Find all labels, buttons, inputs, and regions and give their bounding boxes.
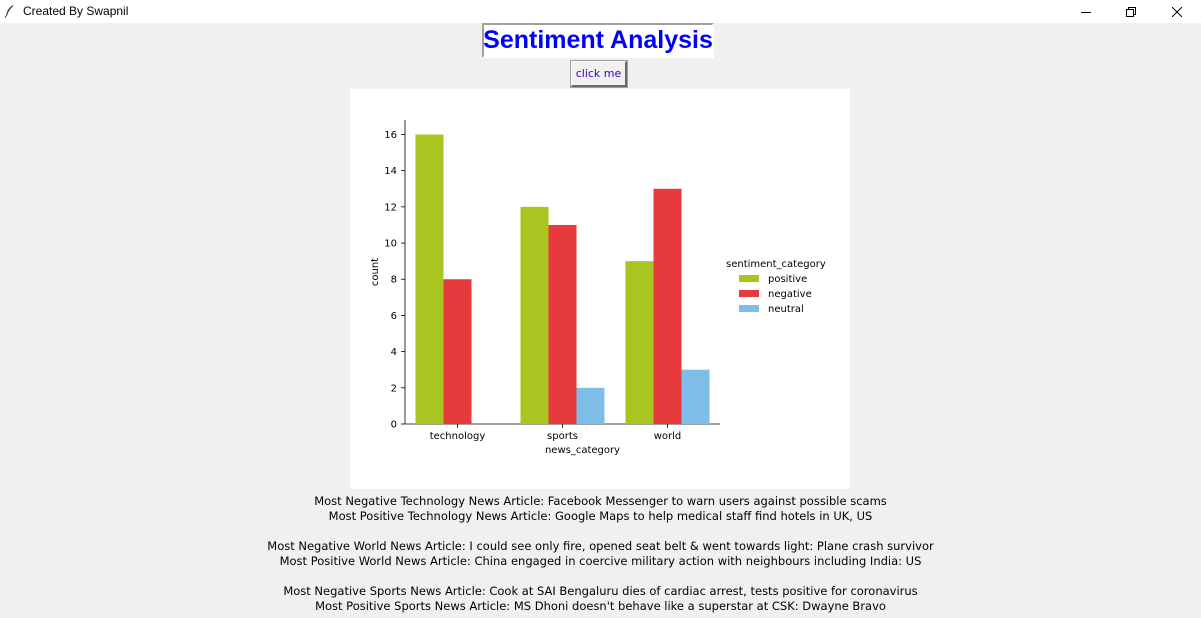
y-tick-label: 2 [391, 383, 397, 394]
x-tick-label-sports: sports [547, 431, 578, 442]
legend-label-positive: positive [768, 274, 807, 285]
summary-line-sports-positive: Most Positive Sports News Article: MS Dh… [315, 599, 886, 613]
y-axis-label: count [370, 258, 381, 286]
legend-title: sentiment_category [726, 259, 826, 270]
summary-text: Most Negative Technology News Article: F… [0, 494, 1201, 614]
legend-label-negative: negative [768, 289, 812, 300]
legend-swatch-neutral [739, 305, 759, 312]
bar-sports-positive [520, 206, 549, 424]
legend: sentiment_category positive negative neutr… [726, 259, 826, 315]
summary-line-tech-negative: Most Negative Technology News Article: F… [314, 494, 887, 508]
minimize-button[interactable] [1063, 0, 1109, 23]
plot-area: 0 2 4 6 8 10 12 14 16 technology sports world [384, 120, 720, 442]
feather-icon [4, 5, 14, 18]
y-tick-label: 0 [391, 420, 397, 431]
click-me-button[interactable]: click me [570, 60, 628, 88]
y-tick-label: 8 [391, 275, 397, 286]
heading-box: Sentiment Analysis [482, 23, 714, 58]
minimize-icon [1081, 11, 1091, 13]
y-tick-label: 10 [384, 239, 397, 250]
window-title: Created By Swapnil [23, 4, 129, 18]
page-title: Sentiment Analysis [483, 26, 713, 54]
restore-icon [1126, 6, 1136, 17]
summary-line-sports-negative: Most Negative Sports News Article: Cook … [283, 584, 918, 598]
summary-line-world-positive: Most Positive World News Article: China … [279, 554, 922, 568]
summary-line-world-negative: Most Negative World News Article: I coul… [267, 539, 934, 553]
close-button[interactable] [1154, 0, 1200, 23]
bar-sports-negative [548, 224, 577, 424]
restore-button[interactable] [1108, 0, 1154, 23]
y-tick-label: 12 [384, 202, 397, 213]
y-tick-label: 16 [384, 130, 397, 141]
legend-swatch-negative [739, 290, 759, 297]
bar-world-neutral [681, 369, 710, 424]
bar-technology-positive [415, 134, 444, 424]
legend-label-neutral: neutral [768, 304, 804, 315]
y-tick-label: 6 [391, 311, 397, 322]
bar-technology-negative [443, 279, 472, 424]
chart-panel: 0 2 4 6 8 10 12 14 16 technology sports world count… [350, 89, 850, 489]
y-tick-label: 14 [384, 166, 397, 177]
title-bar: Created By Swapnil [0, 0, 1201, 23]
bar-sports-neutral [576, 387, 605, 424]
bar-world-positive [625, 261, 654, 424]
x-tick-label-technology: technology [430, 431, 486, 442]
legend-swatch-positive [739, 275, 759, 282]
sentiment-bar-chart: 0 2 4 6 8 10 12 14 16 technology sports world count… [370, 120, 826, 456]
close-icon [1172, 6, 1182, 17]
summary-line-tech-positive: Most Positive Technology News Article: G… [328, 509, 873, 523]
y-tick-label: 4 [391, 347, 397, 358]
x-tick-label-world: world [654, 431, 682, 442]
x-axis-label: news_category [545, 445, 620, 456]
bar-world-negative [653, 188, 682, 424]
